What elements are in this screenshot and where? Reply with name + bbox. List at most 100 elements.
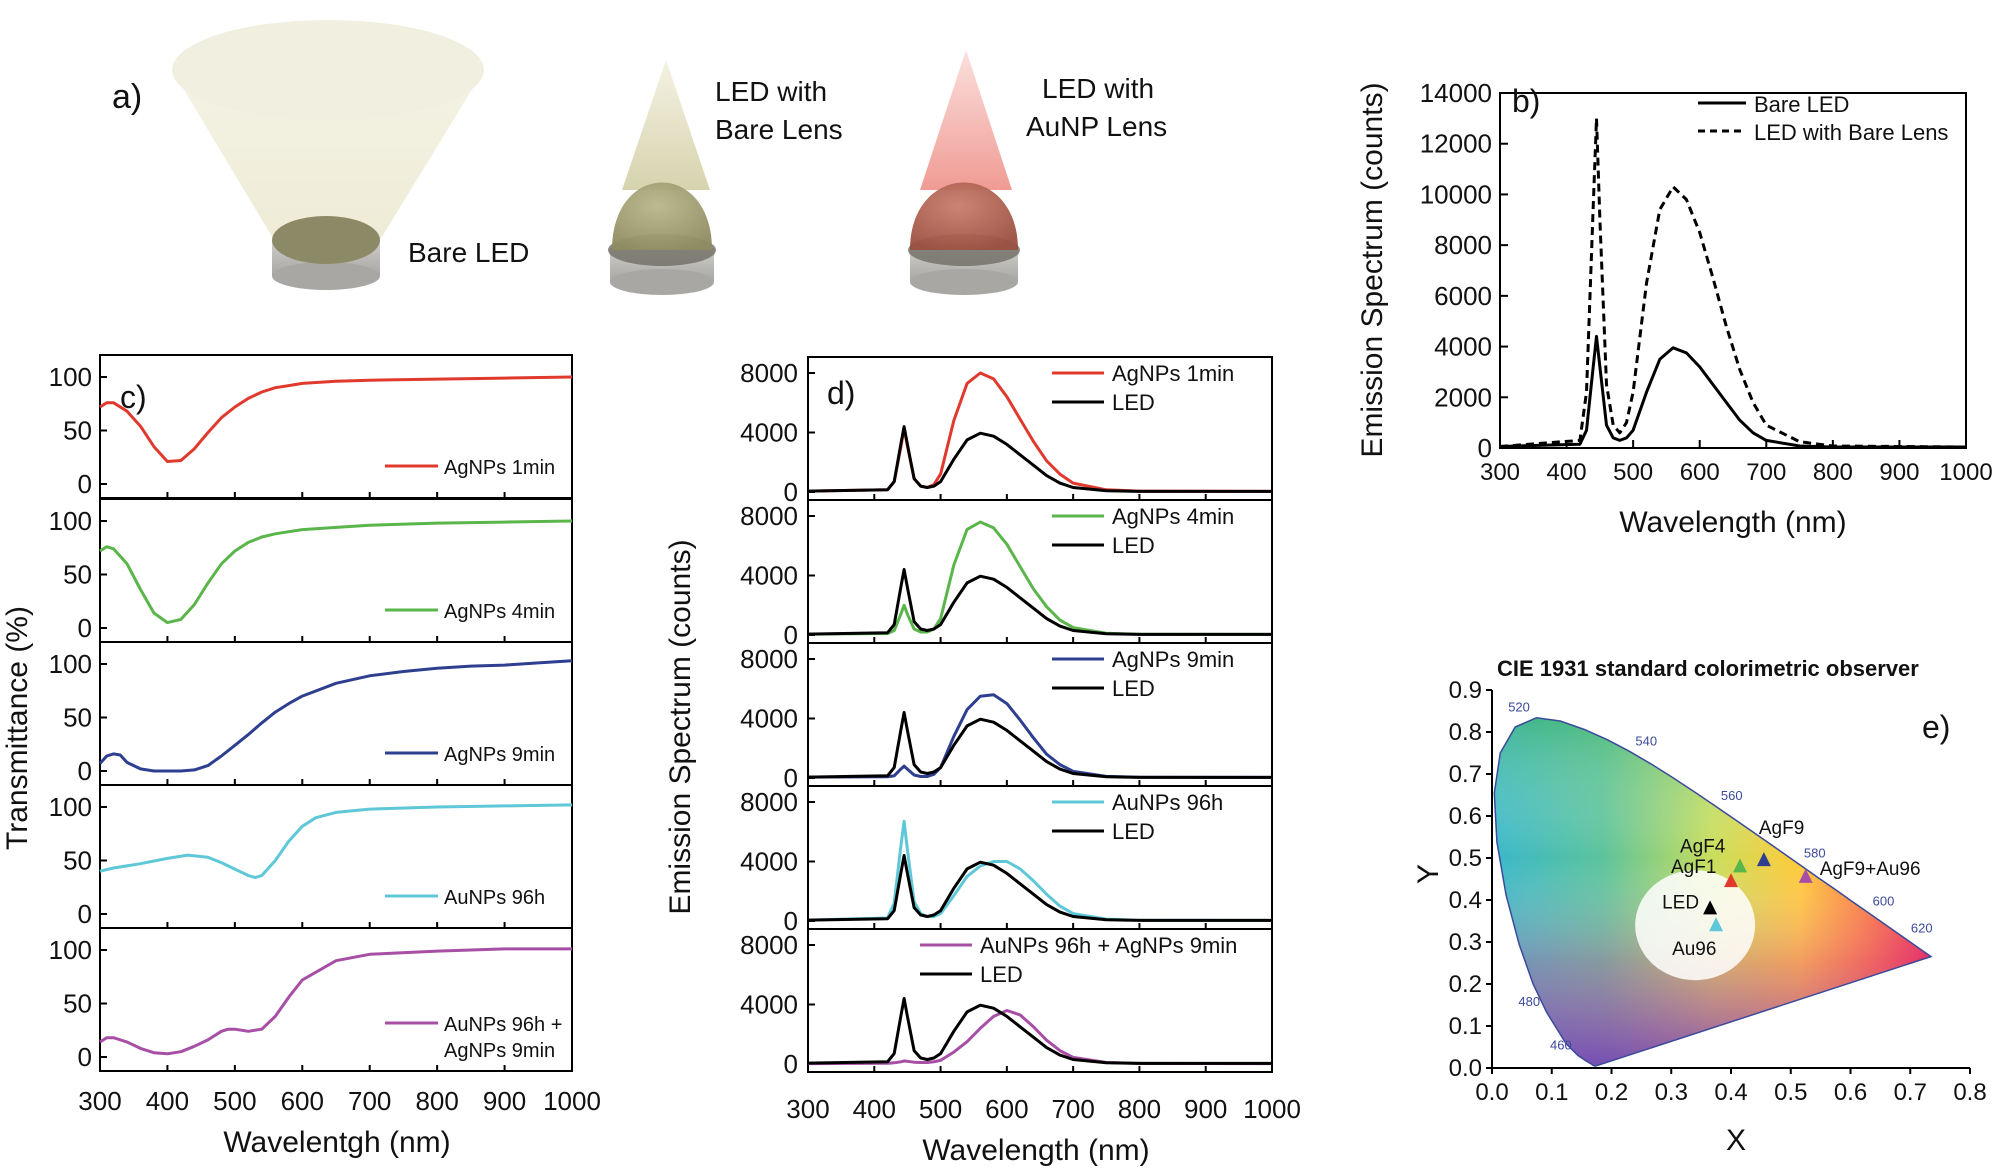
legend-label: AuNPs 96h + AgNPs 9min xyxy=(980,933,1237,958)
y-tick-label: 100 xyxy=(49,362,92,392)
x-tick-label: 300 xyxy=(78,1086,121,1116)
panel-c-label: c) xyxy=(120,379,147,415)
transmittance-line xyxy=(99,519,573,625)
transmittance-line xyxy=(99,947,572,1056)
spectral-locus-outline xyxy=(1493,717,1933,1067)
y-tick-label: 0 xyxy=(1478,433,1492,463)
legend-led-bare-lens: LED with Bare Lens xyxy=(1754,120,1948,145)
x-tick-label: 0.2 xyxy=(1595,1079,1628,1106)
y-tick-label: 0 xyxy=(784,1049,798,1079)
legend-label: AgNPs 1min xyxy=(444,457,555,479)
aunp-lens-caption-line2: AuNP Lens xyxy=(1026,111,1167,142)
y-tick-label: 0 xyxy=(784,477,798,507)
transmittance-line xyxy=(98,659,573,773)
bare-lens-caption-line1: LED with xyxy=(715,76,827,107)
y-tick-label: 4000 xyxy=(740,704,798,734)
color-point-label: AgF9+Au96 xyxy=(1820,859,1921,880)
y-tick-label: 8000 xyxy=(740,501,798,531)
y-tick-label: 0.8 xyxy=(1449,719,1482,746)
panel-b-label: b) xyxy=(1512,83,1540,119)
y-tick-label: 100 xyxy=(49,506,92,536)
x-tick-label: 400 xyxy=(146,1086,189,1116)
wavelength-label: 460 xyxy=(1550,1037,1572,1052)
y-tick-label: 12000 xyxy=(1420,129,1492,159)
y-tick-label: 8000 xyxy=(740,644,798,674)
y-tick-label: 0 xyxy=(784,763,798,793)
legend-label: LED xyxy=(1112,819,1155,844)
legend-bare-led: Bare LED xyxy=(1754,92,1849,117)
legend-label: AuNPs 96h xyxy=(444,887,545,909)
bare-lens-illustration: LED with Bare Lens xyxy=(608,60,843,295)
x-tick-label: 300 xyxy=(1480,459,1520,486)
bare-lens-light-cone xyxy=(622,60,710,190)
y-tick-label: 8000 xyxy=(1434,230,1492,260)
x-tick-label: 0.6 xyxy=(1834,1079,1867,1106)
legend-label: AgNPs 9min xyxy=(444,1040,555,1062)
y-tick-label: 50 xyxy=(63,703,92,733)
y-tick-label: 50 xyxy=(63,416,92,446)
legend-label: AgNPs 4min xyxy=(444,601,555,623)
x-tick-label: 0.7 xyxy=(1894,1079,1927,1106)
x-tick-label: 800 xyxy=(1813,459,1853,486)
panel-a-label: a) xyxy=(112,78,142,116)
bare-led-chip xyxy=(272,216,380,264)
panel-a: a) Bare LED LED with Bare Lens xyxy=(112,20,1167,295)
y-tick-label: 0 xyxy=(78,899,92,929)
wavelength-label: 480 xyxy=(1518,994,1540,1009)
color-point-marker xyxy=(1732,858,1747,873)
y-tick-label: 8000 xyxy=(740,787,798,817)
panel-b-ylabel: Emission Spectrum (counts) xyxy=(1356,82,1389,457)
x-tick-label: 400 xyxy=(853,1094,896,1124)
bare-lens-caption-line2: Bare Lens xyxy=(715,114,843,145)
color-point-marker xyxy=(1703,900,1718,915)
bare-led-caption: Bare LED xyxy=(408,237,529,268)
bare-led-illustration: Bare LED xyxy=(172,20,529,290)
color-point-marker xyxy=(1709,917,1724,932)
x-tick-label: 900 xyxy=(483,1086,526,1116)
y-tick-label: 100 xyxy=(49,792,92,822)
bare-led-series-line xyxy=(1499,334,1966,449)
aunp-lens-illustration: LED with AuNP Lens xyxy=(908,50,1167,295)
x-tick-label: 900 xyxy=(1879,459,1919,486)
legend-label: LED xyxy=(1112,390,1155,415)
x-tick-label: 0.8 xyxy=(1953,1079,1986,1106)
x-tick-label: 400 xyxy=(1547,459,1587,486)
x-tick-label: 600 xyxy=(281,1086,324,1116)
y-tick-label: 0 xyxy=(784,620,798,650)
x-tick-label: 700 xyxy=(1746,459,1786,486)
led-emission-line xyxy=(807,425,1272,493)
y-tick-label: 0.1 xyxy=(1449,1013,1482,1040)
cie-white-point-glow xyxy=(1635,870,1756,981)
y-tick-label: 0 xyxy=(78,469,92,499)
panel-b-xlabel: Wavelength (nm) xyxy=(1619,506,1846,539)
x-tick-label: 700 xyxy=(348,1086,391,1116)
x-tick-label: 600 xyxy=(1680,459,1720,486)
x-tick-label: 500 xyxy=(1613,459,1653,486)
y-tick-label: 2000 xyxy=(1434,382,1492,412)
panel-c-ylabel: Transmittance (%) xyxy=(1,606,34,850)
y-tick-label: 10000 xyxy=(1420,179,1492,209)
panel-b-plot-frame xyxy=(1499,92,1967,449)
y-tick-label: 8000 xyxy=(740,930,798,960)
legend-label: LED xyxy=(1112,676,1155,701)
transmittance-line xyxy=(99,803,573,880)
color-point-label: AgF4 xyxy=(1680,836,1726,857)
wavelength-label: 620 xyxy=(1911,921,1933,936)
y-tick-label: 0 xyxy=(78,756,92,786)
color-point-label: LED xyxy=(1662,892,1699,913)
led-emission-line xyxy=(807,568,1272,636)
x-tick-label: 800 xyxy=(1118,1094,1161,1124)
y-tick-label: 4000 xyxy=(740,847,798,877)
y-tick-label: 0.0 xyxy=(1449,1055,1482,1082)
y-tick-label: 0.2 xyxy=(1449,971,1482,998)
y-tick-label: 8000 xyxy=(740,358,798,388)
y-tick-label: 0.9 xyxy=(1449,677,1482,704)
sample-emission-line xyxy=(807,1009,1273,1066)
panel-e-chart: CIE 1931 standard colorimetric observer … xyxy=(1412,656,1987,1157)
led-emission-line xyxy=(807,711,1272,779)
panel-d-label: d) xyxy=(827,375,855,411)
x-tick-label: 800 xyxy=(415,1086,458,1116)
legend-label: AgNPs 9min xyxy=(1112,647,1234,672)
